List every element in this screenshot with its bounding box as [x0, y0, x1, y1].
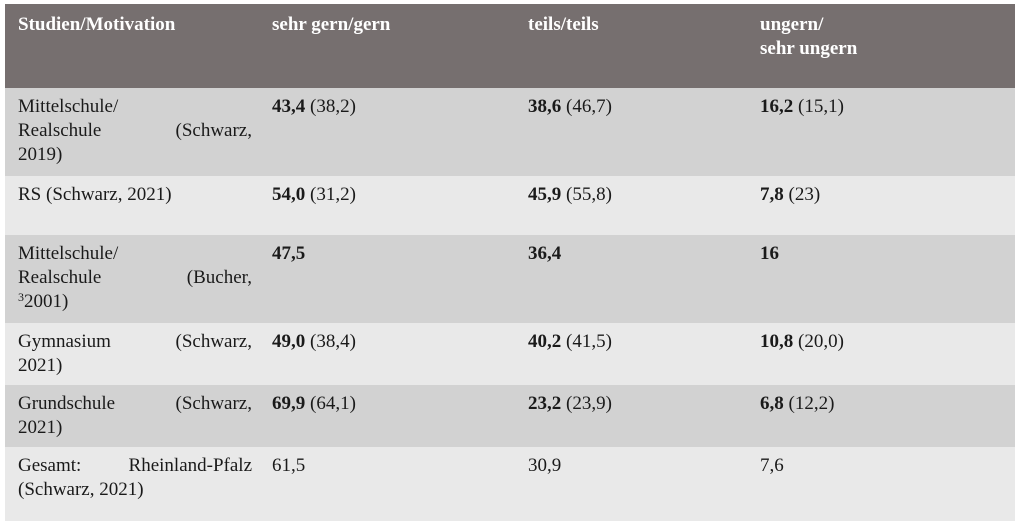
cell-neutral: 30,9 [524, 447, 756, 521]
value-previous: (38,4) [305, 331, 356, 352]
cell-dislike: 6,8 (12,2) [756, 385, 1015, 447]
value-current: 45,9 [528, 184, 562, 205]
row-label-line: Grundschule (Schwarz, [18, 393, 252, 414]
cell-like: 69,9 (64,1) [268, 385, 524, 447]
row-label-line: RS (Schwarz, 2021) [18, 184, 172, 205]
table-row: Grundschule (Schwarz, 2021) 69,9 (64,1) … [5, 385, 1015, 447]
value-previous: (41,5) [561, 331, 612, 352]
cell-like: 54,0 (31,2) [268, 176, 524, 235]
header-row: Studien/Motivation sehr gern/gern teils/… [5, 4, 1015, 88]
cell-neutral: 36,4 [524, 235, 756, 323]
value-current: 7,8 [760, 184, 784, 205]
row-label: RS (Schwarz, 2021) [5, 176, 268, 235]
value-current: 47,5 [272, 243, 306, 264]
value-previous: (15,1) [793, 96, 844, 117]
value-total: 7,6 [760, 455, 784, 476]
motivation-table: Studien/Motivation sehr gern/gern teils/… [5, 4, 1015, 521]
cell-like: 47,5 [268, 235, 524, 323]
row-label-line: (Schwarz, 2021) [18, 479, 144, 500]
value-current: 10,8 [760, 331, 794, 352]
value-current: 6,8 [760, 393, 784, 414]
row-label-line: 2019) [18, 144, 63, 165]
row-label: Gesamt: Rheinland-Pfalz (Schwarz, 2021) [5, 447, 268, 521]
cell-neutral: 40,2 (41,5) [524, 323, 756, 385]
cell-like: 61,5 [268, 447, 524, 521]
value-previous: (12,2) [783, 393, 835, 414]
table-row: RS (Schwarz, 2021) 54,0 (31,2) 45,9 (55,… [5, 176, 1015, 235]
row-label: Mittelschule/ Realschule (Schwarz, 2019) [5, 88, 268, 176]
table-row: Gymnasium (Schwarz, 2021) 49,0 (38,4) 40… [5, 323, 1015, 385]
value-previous: (20,0) [793, 331, 844, 352]
table-row: Gesamt: Rheinland-Pfalz (Schwarz, 2021) … [5, 447, 1015, 521]
value-current: 36,4 [528, 243, 562, 264]
row-label-line: Realschule (Bucher, [18, 267, 252, 288]
value-current: 16 [760, 243, 779, 264]
cell-dislike: 7,8 (23) [756, 176, 1015, 235]
cell-dislike: 16,2 (15,1) [756, 88, 1015, 176]
row-label-line: Mittelschule/ [18, 96, 119, 117]
value-previous: (64,1) [305, 393, 356, 414]
value-total: 30,9 [528, 455, 562, 476]
table-row: Mittelschule/ Realschule (Schwarz, 2019)… [5, 88, 1015, 176]
value-previous: (31,2) [305, 184, 356, 205]
header-dislike-line2: sehr ungern [760, 38, 858, 59]
value-current: 38,6 [528, 96, 562, 117]
row-label: Grundschule (Schwarz, 2021) [5, 385, 268, 447]
value-previous: (55,8) [561, 184, 612, 205]
cell-dislike: 10,8 (20,0) [756, 323, 1015, 385]
cell-dislike: 16 [756, 235, 1015, 323]
row-label-line: 32001) [18, 290, 252, 314]
value-current: 43,4 [272, 96, 306, 117]
value-current: 23,2 [528, 393, 562, 414]
cell-like: 49,0 (38,4) [268, 323, 524, 385]
row-label-line: Gesamt: Rheinland-Pfalz [18, 455, 252, 476]
table-header: Studien/Motivation sehr gern/gern teils/… [5, 4, 1015, 88]
value-current: 49,0 [272, 331, 306, 352]
cell-dislike: 7,6 [756, 447, 1015, 521]
row-label-line: Gymnasium (Schwarz, [18, 331, 252, 352]
value-previous: (23) [783, 184, 821, 205]
row-label: Mittelschule/ Realschule (Bucher, 32001) [5, 235, 268, 323]
cell-neutral: 45,9 (55,8) [524, 176, 756, 235]
row-label-line: Realschule (Schwarz, [18, 120, 252, 141]
header-dislike: ungern/ sehr ungern [756, 4, 1015, 88]
cell-neutral: 38,6 (46,7) [524, 88, 756, 176]
value-previous: (23,9) [561, 393, 612, 414]
cell-neutral: 23,2 (23,9) [524, 385, 756, 447]
table-row: Mittelschule/ Realschule (Bucher, 32001)… [5, 235, 1015, 323]
row-label-line: 2021) [18, 417, 63, 438]
header-like: sehr gern/gern [268, 4, 524, 88]
cell-like: 43,4 (38,2) [268, 88, 524, 176]
row-label-year: 2001) [24, 291, 69, 312]
header-dislike-line1: ungern/ [760, 14, 824, 35]
value-current: 69,9 [272, 393, 306, 414]
value-previous: (46,7) [561, 96, 612, 117]
value-total: 61,5 [272, 455, 306, 476]
header-studies: Studien/Motivation [5, 4, 268, 88]
value-current: 54,0 [272, 184, 306, 205]
header-neutral: teils/teils [524, 4, 756, 88]
value-previous: (38,2) [305, 96, 356, 117]
edition-superscript: 3 [18, 290, 24, 304]
row-label-line: Mittelschule/ [18, 243, 119, 264]
value-current: 16,2 [760, 96, 794, 117]
value-current: 40,2 [528, 331, 562, 352]
row-label: Gymnasium (Schwarz, 2021) [5, 323, 268, 385]
row-label-line: 2021) [18, 355, 63, 376]
